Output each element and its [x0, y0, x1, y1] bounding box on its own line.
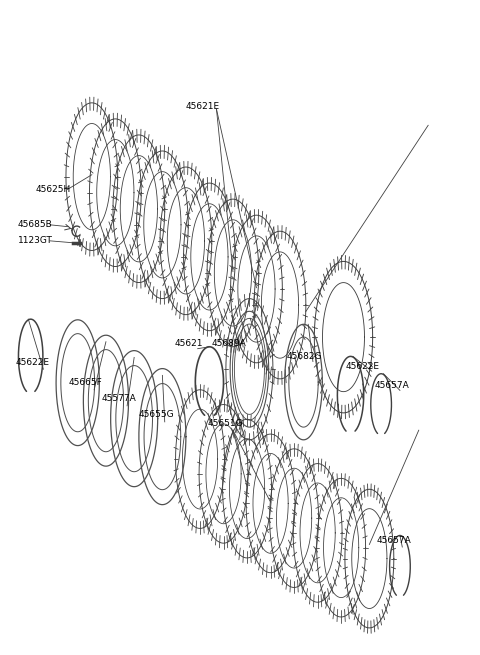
Text: 45621: 45621	[174, 339, 203, 348]
Text: 45651G: 45651G	[207, 419, 243, 428]
Text: 45657A: 45657A	[376, 536, 411, 545]
Text: 45655G: 45655G	[139, 409, 175, 419]
Text: 45622E: 45622E	[15, 358, 49, 367]
Text: 45622E: 45622E	[346, 362, 380, 371]
Text: 45665F: 45665F	[68, 377, 102, 386]
Text: 45577A: 45577A	[101, 394, 136, 403]
Text: 45689A: 45689A	[212, 339, 247, 348]
Text: 45625H: 45625H	[36, 185, 71, 194]
Text: 45682G: 45682G	[287, 352, 323, 361]
Text: 45685B: 45685B	[18, 220, 53, 229]
Text: 45621E: 45621E	[186, 102, 220, 111]
Text: 1123GT: 1123GT	[18, 236, 53, 246]
Text: 45657A: 45657A	[374, 381, 409, 390]
